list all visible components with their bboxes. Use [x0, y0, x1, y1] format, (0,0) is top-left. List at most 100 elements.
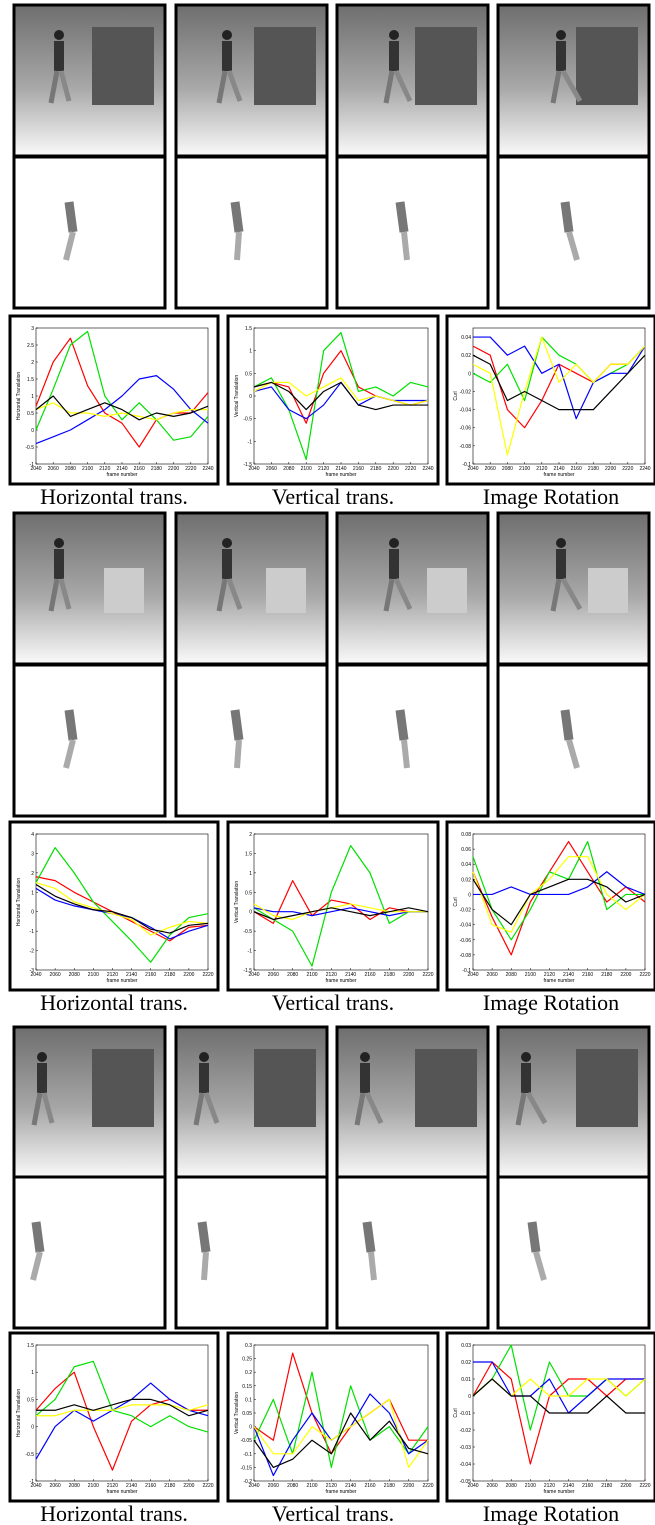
figure: 2040206020802100212021402160218022002220… — [0, 0, 655, 1525]
leg-shin — [237, 232, 239, 260]
person-head — [54, 538, 64, 548]
y-tick-label: -3 — [30, 968, 35, 974]
x-tick-label: 2100 — [525, 972, 536, 978]
x-axis-label: frame number — [325, 1489, 356, 1495]
y-tick-label: -0.5 — [25, 1452, 34, 1458]
x-tick-label: 2180 — [164, 972, 175, 978]
x-tick-label: 2180 — [164, 1483, 175, 1489]
x-tick-label: 2220 — [202, 972, 213, 978]
y-tick-label: 0 — [468, 892, 471, 898]
y-tick-label: 0.5 — [245, 890, 252, 896]
chart-frame — [10, 822, 218, 990]
y-tick-label: 0.01 — [461, 1377, 471, 1383]
y-axis-label: Horizontal Translation — [16, 1389, 22, 1438]
y-tick-label: -0.03 — [460, 1445, 472, 1451]
y-tick-label: -0.15 — [241, 1465, 253, 1471]
x-tick-label: 2180 — [601, 972, 612, 978]
person-body — [54, 41, 64, 71]
leg-shin — [404, 740, 407, 768]
y-tick-label: 1.5 — [27, 1343, 34, 1349]
y-axis-label: Vertical Translation — [234, 881, 240, 923]
x-tick-label: 2200 — [183, 972, 194, 978]
chart-frame — [228, 822, 438, 990]
segment-frame — [14, 1177, 165, 1328]
x-tick-label: 2240 — [202, 466, 213, 472]
y-tick-label: 0 — [249, 394, 252, 400]
y-tick-label: -0.02 — [460, 1428, 472, 1434]
leg-thigh — [69, 710, 73, 740]
caption: Vertical trans. — [272, 484, 394, 509]
person-body — [389, 549, 399, 579]
person-body — [222, 549, 232, 579]
board — [415, 1049, 477, 1127]
x-tick-label: 2200 — [403, 1483, 414, 1489]
x-axis-label: frame number — [325, 978, 356, 984]
y-tick-label: 0.03 — [461, 1343, 471, 1349]
y-tick-label: -0.05 — [241, 1438, 253, 1444]
person-body — [389, 41, 399, 71]
y-tick-label: 1.5 — [245, 326, 252, 332]
chart-frame — [447, 1333, 655, 1501]
x-tick-label: 2100 — [88, 1483, 99, 1489]
boxes — [104, 568, 144, 613]
y-tick-label: 0 — [249, 910, 252, 916]
x-tick-label: 2220 — [422, 1483, 433, 1489]
segment-frame — [498, 665, 649, 816]
leg-thigh — [565, 202, 569, 232]
y-tick-label: 3 — [31, 326, 34, 332]
y-tick-label: 2 — [249, 832, 252, 838]
leg-thigh — [400, 202, 404, 232]
boxes — [266, 568, 306, 613]
x-tick-label: 2080 — [65, 466, 76, 472]
y-tick-label: -0.5 — [243, 929, 252, 935]
y-tick-label: 0.02 — [461, 877, 471, 883]
y-tick-label: -0.5 — [25, 445, 34, 451]
y-tick-label: 2 — [31, 871, 34, 877]
caption: Image Rotation — [483, 990, 619, 1015]
chart-frame — [447, 316, 655, 484]
x-tick-label: 2080 — [69, 1483, 80, 1489]
x-tick-label: 2240 — [422, 466, 433, 472]
x-tick-label: 2080 — [283, 466, 294, 472]
y-tick-label: -0.02 — [460, 908, 472, 914]
y-tick-label: -0.04 — [460, 923, 472, 929]
y-tick-label: -0.06 — [460, 938, 472, 944]
y-tick-label: 0 — [468, 1394, 471, 1400]
person-head — [222, 30, 232, 40]
x-axis-label: frame number — [543, 1489, 574, 1495]
x-tick-label: 2060 — [487, 972, 498, 978]
y-tick-label: -0.04 — [460, 408, 472, 414]
x-tick-label: 2080 — [506, 1483, 517, 1489]
person-body — [54, 549, 64, 579]
x-tick-label: 2180 — [151, 466, 162, 472]
x-tick-label: 2100 — [301, 466, 312, 472]
y-axis-label: Horizontal Translation — [16, 372, 22, 421]
y-tick-label: 0.5 — [27, 1397, 34, 1403]
y-axis-label: Horizontal Translation — [16, 878, 22, 927]
segment-frame — [176, 1177, 327, 1328]
x-tick-label: 2200 — [388, 466, 399, 472]
y-tick-label: 0 — [249, 1425, 252, 1431]
segment-frame — [176, 157, 327, 308]
person-head — [389, 538, 399, 548]
y-tick-label: 1 — [249, 871, 252, 877]
person-head — [360, 1052, 370, 1062]
x-tick-label: 2080 — [287, 1483, 298, 1489]
y-tick-label: 0.25 — [242, 1357, 252, 1363]
segment-frame — [337, 157, 488, 308]
x-tick-label: 2240 — [639, 466, 650, 472]
x-tick-label: 2100 — [525, 1483, 536, 1489]
y-tick-label: -0.02 — [460, 389, 472, 395]
person-body — [222, 41, 232, 71]
leg-thigh — [400, 710, 404, 740]
leg-shin — [237, 740, 239, 768]
y-tick-label: -0.08 — [460, 444, 472, 450]
y-tick-label: 0.02 — [461, 353, 471, 359]
leg-thigh — [36, 1222, 40, 1252]
person-body — [556, 549, 566, 579]
y-tick-label: 0 — [31, 1425, 34, 1431]
x-tick-label: 2200 — [168, 466, 179, 472]
x-tick-label: 2220 — [202, 1483, 213, 1489]
leg-thigh — [367, 1222, 371, 1252]
y-axis-label: Curl — [453, 1408, 459, 1417]
